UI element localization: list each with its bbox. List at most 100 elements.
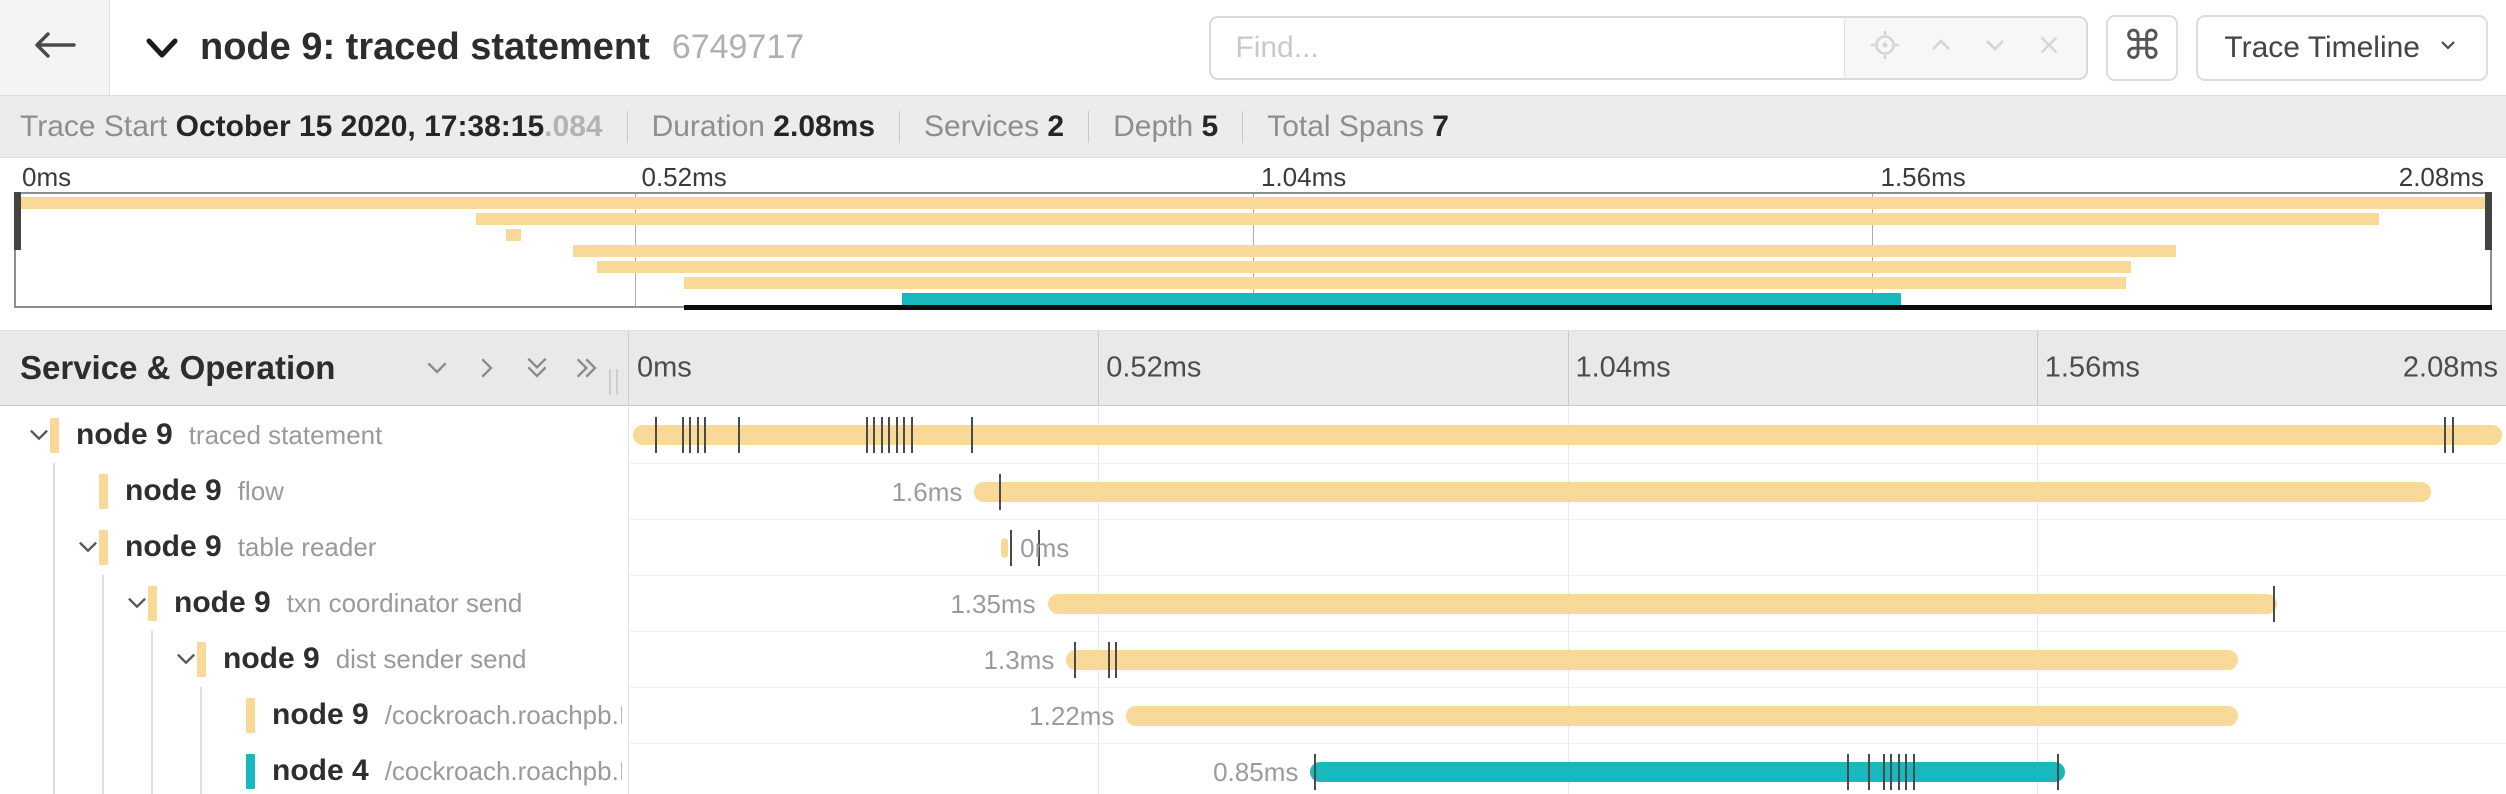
span-log-tick <box>1314 754 1317 790</box>
minimap-span-row <box>16 276 2490 290</box>
minimap-canvas[interactable] <box>14 192 2492 310</box>
span-duration-label: 1.3ms <box>983 645 1055 675</box>
timeline-header-row: Service & Operation 0ms 0.52ms 1.04ms 1.56m… <box>0 330 2506 406</box>
axis-tick-label: 1.56ms <box>1880 162 1966 192</box>
timeline-gridline <box>1098 520 1100 575</box>
span-bar[interactable] <box>1047 594 2277 614</box>
span-log-tick <box>2451 417 2454 453</box>
span-bar-cell[interactable]: 0ms <box>629 519 2506 575</box>
span-operation-name: traced statement <box>188 419 383 450</box>
summary-value: 5 <box>1201 109 1219 143</box>
next-match-icon[interactable] <box>1979 29 2011 66</box>
span-row[interactable]: node 9 flow 1.6ms <box>0 463 2506 519</box>
minimap-span-bar[interactable] <box>505 229 521 241</box>
span-bar-cell[interactable]: 0.85ms <box>629 743 2506 794</box>
span-row[interactable]: node 9 dist sender send 1.3ms <box>0 631 2506 687</box>
span-service-name: node 9 <box>125 474 222 507</box>
span-name-cell[interactable]: node 4/cockroach.roachpb.I… <box>0 743 629 794</box>
minimap-left-scrubber[interactable] <box>14 192 21 250</box>
indent-guide <box>151 687 153 743</box>
minimap-span-row <box>16 244 2490 258</box>
expand-all-double-chevron-right-icon[interactable] <box>570 351 604 385</box>
span-name-cell[interactable]: node 9/cockroach.roachpb.I… <box>0 687 629 743</box>
summary-divider <box>626 110 628 143</box>
timeline-time-axis: 0ms 0.52ms 1.04ms 1.56ms 2.08ms <box>629 331 2506 405</box>
clear-search-icon[interactable] <box>2034 30 2064 65</box>
minimap-span-bar[interactable] <box>683 277 2127 289</box>
service-operation-title: Service & Operation <box>20 349 336 386</box>
indent-guide <box>102 743 104 794</box>
span-bar-cell[interactable]: 1.6ms <box>629 463 2506 519</box>
collapse-all-double-chevron-down-icon[interactable] <box>520 351 554 385</box>
timeline-gridline <box>2036 520 2038 575</box>
minimap-span-bar[interactable] <box>476 213 2379 225</box>
expander-chevron-icon[interactable] <box>24 420 54 450</box>
indent-guide <box>200 687 202 743</box>
summary-item: Depth 5 <box>1113 110 1218 144</box>
minimap-span-bar[interactable] <box>572 245 2176 257</box>
expander-chevron-icon[interactable] <box>171 644 201 674</box>
span-log-tick <box>2444 417 2447 453</box>
minimap-span-bar[interactable] <box>16 197 2490 209</box>
prev-match-icon[interactable] <box>1925 29 1957 66</box>
span-bar-cell[interactable]: 1.22ms <box>629 687 2506 743</box>
span-color-swatch <box>246 754 255 789</box>
span-name-cell[interactable]: node 9 flow <box>0 463 629 519</box>
span-log-tick <box>1867 754 1870 790</box>
span-bar[interactable] <box>1126 706 2238 726</box>
indent-guide <box>200 743 202 794</box>
column-resize-grip[interactable] <box>609 369 618 395</box>
collapse-detail-chevron-icon[interactable] <box>144 34 180 62</box>
minimap-span-bar[interactable] <box>597 261 2132 273</box>
minimap-right-scrubber[interactable] <box>2485 192 2492 250</box>
span-bar[interactable] <box>1000 538 1009 558</box>
view-type-dropdown[interactable]: Trace Timeline <box>2196 14 2488 81</box>
span-bar[interactable] <box>1066 650 2238 670</box>
span-log-tick <box>970 417 973 453</box>
span-color-swatch <box>99 474 108 509</box>
span-name-cell[interactable]: node 9 traced statement <box>0 407 629 463</box>
span-name-cell[interactable]: node 9 txn coordinator send <box>0 575 629 631</box>
span-log-tick <box>1038 530 1041 566</box>
expander-chevron-icon[interactable] <box>122 588 152 618</box>
expander-chevron-icon[interactable] <box>73 532 103 562</box>
span-color-swatch <box>148 586 157 621</box>
span-row[interactable]: node 9 txn coordinator send 1.35ms <box>0 575 2506 631</box>
collapse-one-chevron-down-icon[interactable] <box>420 351 454 385</box>
span-log-tick <box>873 417 875 453</box>
expand-collapse-controls <box>420 351 604 385</box>
axis-gridline <box>1098 331 1100 405</box>
locate-icon[interactable] <box>1868 28 1902 67</box>
expand-one-chevron-right-icon[interactable] <box>470 351 504 385</box>
span-log-tick <box>1847 754 1850 790</box>
span-bar[interactable] <box>632 425 2503 445</box>
span-bar-cell[interactable]: 1.3ms <box>629 631 2506 687</box>
back-button[interactable] <box>0 0 110 95</box>
find-input[interactable] <box>1209 15 1846 80</box>
span-row[interactable]: node 9 traced statement <box>0 407 2506 463</box>
span-bar[interactable] <box>974 482 2431 502</box>
minimap-bottom-indicator <box>683 305 2492 310</box>
span-log-tick <box>681 417 684 453</box>
keyboard-shortcuts-button[interactable]: ⌘ <box>2106 14 2179 81</box>
span-name-cell[interactable]: node 9 dist sender send <box>0 631 629 687</box>
minimap-span-bar[interactable] <box>901 293 1902 305</box>
span-bar-cell[interactable] <box>629 407 2506 463</box>
span-log-tick <box>2273 586 2276 622</box>
indent-guide <box>53 519 55 575</box>
span-row[interactable]: node 9/cockroach.roachpb.I… 1.22ms <box>0 687 2506 743</box>
span-bar-cell[interactable]: 1.35ms <box>629 575 2506 631</box>
axis-tick-label: 1.04ms <box>1575 351 1671 384</box>
span-log-tick <box>998 474 1001 510</box>
minimap-span-row <box>16 196 2490 210</box>
span-bar[interactable] <box>1310 762 2065 782</box>
axis-tick-label: 0ms <box>22 162 72 192</box>
span-color-swatch <box>50 418 59 453</box>
span-service-name: node 9 <box>174 586 271 619</box>
span-name-cell[interactable]: node 9 table reader <box>0 519 629 575</box>
span-operation-name: /cockroach.roachpb.I… <box>384 755 622 786</box>
indent-guide <box>53 743 55 794</box>
minimap-span-row <box>16 260 2490 274</box>
span-row[interactable]: node 9 table reader 0ms <box>0 519 2506 575</box>
span-row[interactable]: node 4/cockroach.roachpb.I… 0.85ms <box>0 743 2506 794</box>
